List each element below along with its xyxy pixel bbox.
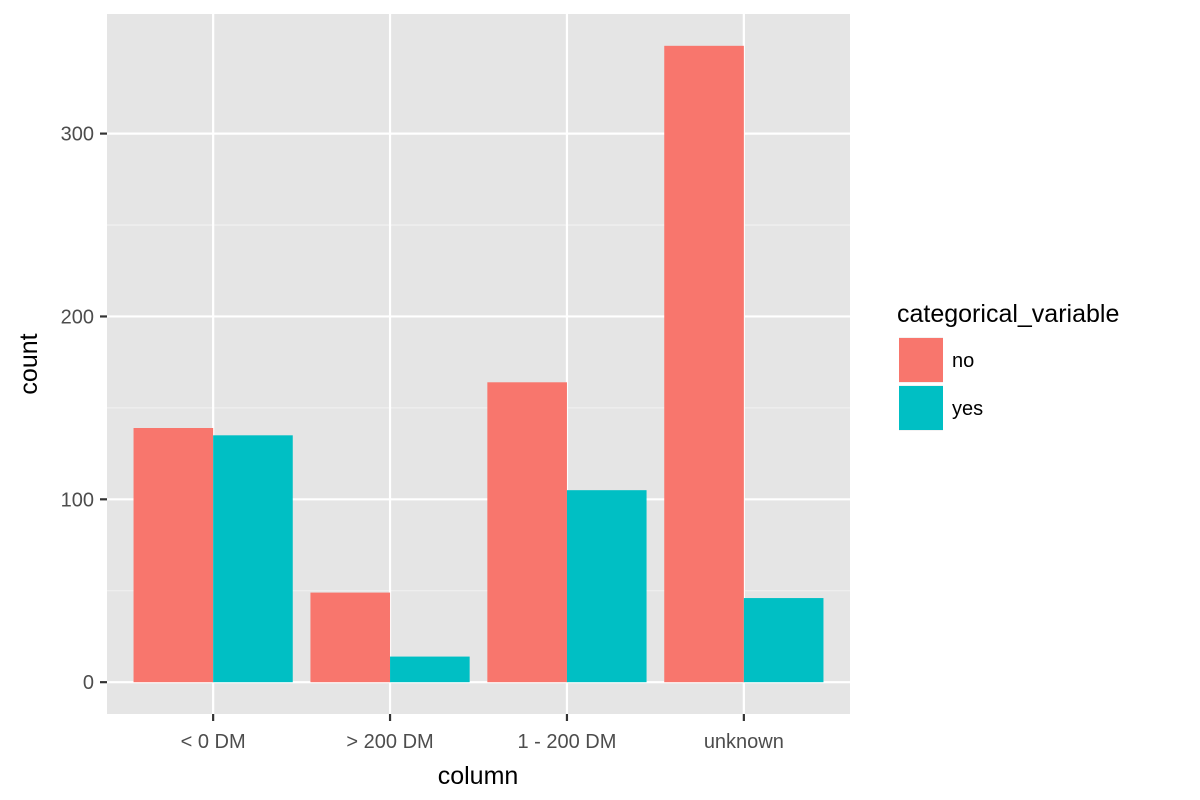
- bar-yes: [743, 598, 824, 683]
- x-tick-label: 1 - 200 DM: [517, 731, 616, 753]
- x-tick-label: unknown: [704, 731, 784, 753]
- legend-title: categorical_variable: [897, 300, 1119, 328]
- x-axis: < 0 DM > 200 DM 1 - 200 DM unknown: [181, 714, 784, 753]
- bar-no: [310, 592, 391, 683]
- legend-label-no: no: [952, 350, 974, 372]
- y-tick-label: 200: [61, 306, 94, 328]
- legend-label-yes: yes: [952, 398, 983, 420]
- legend-swatch-yes: [899, 386, 943, 430]
- legend-swatch-no: [899, 338, 943, 382]
- bar-no: [487, 382, 567, 683]
- x-axis-title: column: [438, 762, 519, 790]
- y-tick-label: 300: [61, 124, 94, 146]
- bar-no: [664, 45, 744, 683]
- y-tick-label: 100: [61, 489, 94, 511]
- bar-yes: [566, 490, 647, 683]
- legend: categorical_variable no yes: [897, 300, 1119, 431]
- bar-no: [133, 428, 214, 683]
- y-axis: 0 100 200 300: [61, 124, 107, 694]
- bar-yes: [390, 656, 470, 683]
- bars: [133, 45, 824, 683]
- y-tick-label: 0: [83, 672, 94, 694]
- x-tick-label: > 200 DM: [346, 731, 433, 753]
- y-axis-title: count: [15, 333, 43, 394]
- legend-items: no yes: [899, 337, 983, 431]
- x-tick-label: < 0 DM: [181, 731, 246, 753]
- bar-yes: [213, 435, 293, 683]
